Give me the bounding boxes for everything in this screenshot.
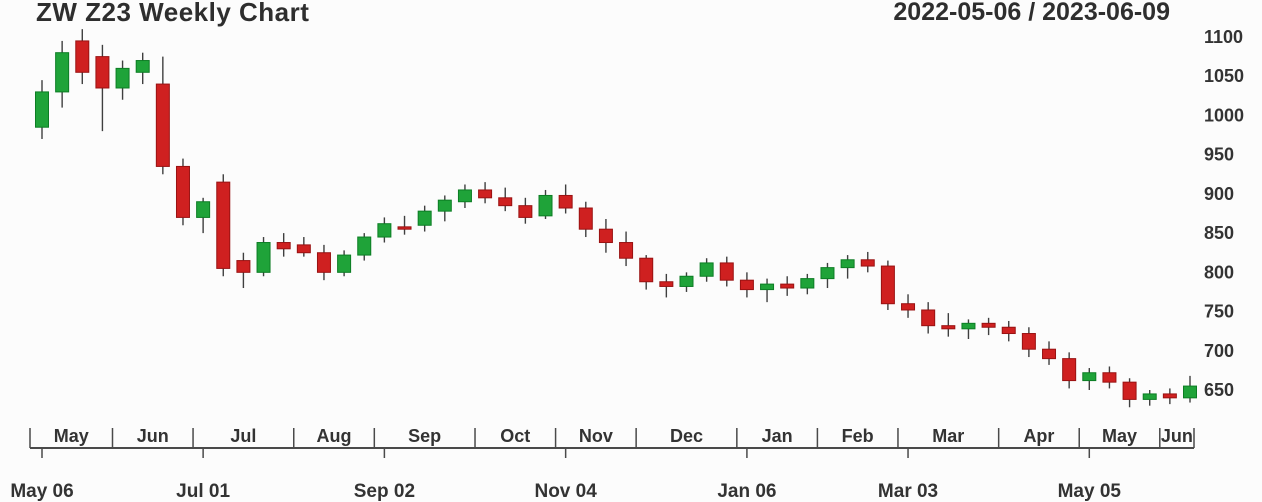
svg-text:950: 950 [1204, 145, 1234, 165]
svg-text:700: 700 [1204, 341, 1234, 361]
svg-text:Dec: Dec [670, 426, 703, 446]
svg-text:May: May [1102, 426, 1137, 446]
chart-title: ZW Z23 Weekly Chart [36, 0, 310, 27]
svg-text:Sep 02: Sep 02 [354, 481, 415, 502]
svg-text:1000: 1000 [1204, 105, 1244, 125]
svg-text:Aug: Aug [317, 426, 352, 446]
svg-text:Apr: Apr [1023, 426, 1054, 446]
svg-text:May: May [54, 426, 89, 446]
svg-text:Jul: Jul [230, 426, 256, 446]
svg-text:Mar: Mar [932, 426, 964, 446]
svg-text:May 06: May 06 [10, 481, 73, 502]
svg-text:1050: 1050 [1204, 66, 1244, 86]
svg-text:Jul 01: Jul 01 [176, 481, 230, 502]
svg-text:Sep: Sep [408, 426, 441, 446]
svg-text:650: 650 [1204, 380, 1234, 400]
svg-text:Nov 04: Nov 04 [534, 481, 597, 502]
svg-text:900: 900 [1204, 184, 1234, 204]
svg-text:850: 850 [1204, 223, 1234, 243]
svg-text:Jun: Jun [1161, 426, 1193, 446]
svg-text:Jun: Jun [137, 426, 169, 446]
svg-text:May 05: May 05 [1058, 481, 1122, 502]
svg-text:Feb: Feb [842, 426, 874, 446]
svg-text:Jan 06: Jan 06 [717, 481, 776, 502]
svg-text:Mar 03: Mar 03 [878, 481, 938, 502]
svg-text:Oct: Oct [500, 426, 530, 446]
svg-text:1100: 1100 [1204, 27, 1243, 47]
svg-text:750: 750 [1204, 302, 1234, 322]
svg-text:800: 800 [1204, 262, 1234, 282]
chart-date-range: 2022-05-06 / 2023-06-09 [893, 0, 1170, 26]
svg-text:Nov: Nov [579, 426, 613, 446]
svg-text:Jan: Jan [762, 426, 793, 446]
